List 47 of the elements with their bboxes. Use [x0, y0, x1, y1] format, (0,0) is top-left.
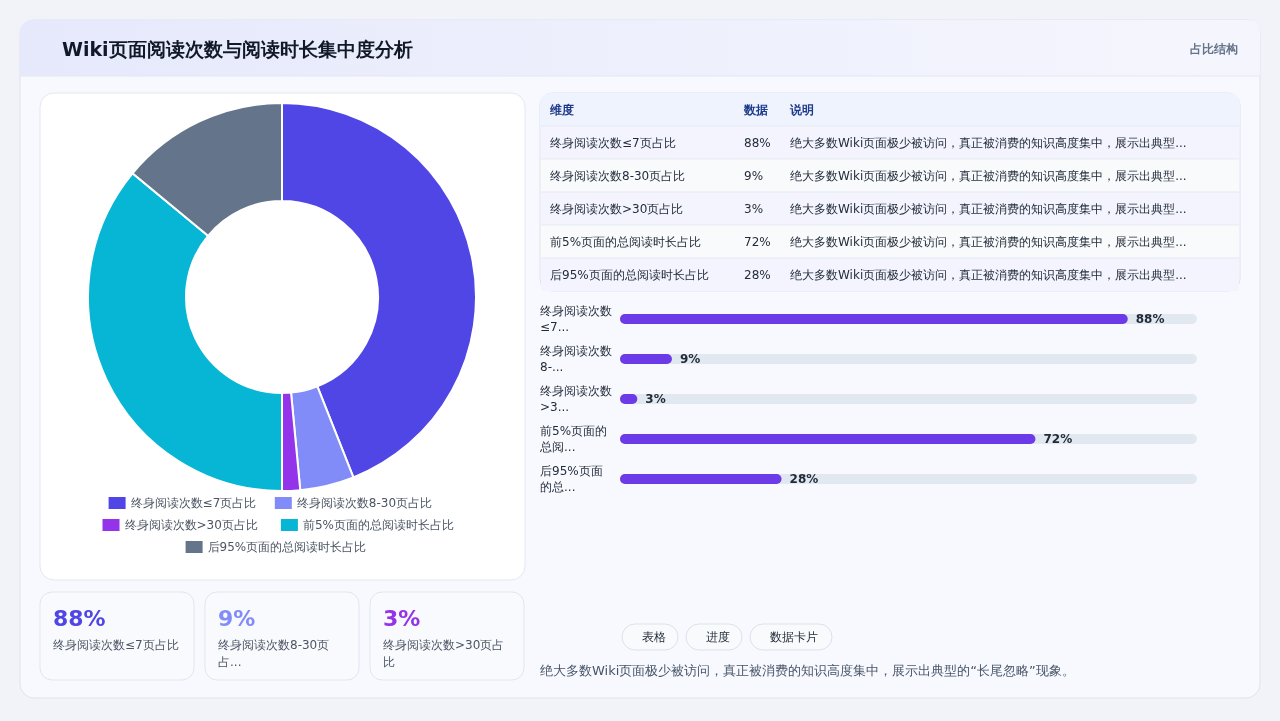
data-label: 72%: [1043, 432, 1073, 446]
y-tick-label: 终身阅读次数≤7...: [540, 304, 612, 334]
data-label: 9%: [679, 352, 701, 366]
text: 绝大多数Wiki页面极少被访问，真正被消费的知识高度集中，展示出典型...: [790, 235, 1187, 249]
text: 3%: [744, 202, 764, 216]
text: 88%: [53, 606, 106, 631]
legend-label: 终身阅读次数>30页占比: [124, 518, 258, 532]
text: Wiki页面阅读次数与阅读时长集中度分析: [62, 38, 413, 60]
text: 绝大多数Wiki页面极少被访问，真正被消费的知识高度集中，展示出典型...: [790, 136, 1187, 150]
category-label: 终身阅读次数≤7页占比: [53, 638, 179, 652]
data-label: 3%: [645, 392, 666, 406]
text: 72%: [744, 235, 771, 249]
category-label: 终身阅读次数>30页占比: [550, 202, 684, 216]
text: 9%: [744, 169, 764, 183]
y-tick-label: 终身阅读次数8-...: [540, 344, 612, 374]
text: 说明: [789, 103, 814, 117]
text: 绝大多数Wiki页面极少被访问，真正被消费的知识高度集中，展示出典型...: [790, 169, 1187, 183]
data-label: 28%: [789, 472, 819, 486]
category-label: 终身阅读次数≤7页占比: [550, 136, 676, 150]
category-label: 前5%页面的总阅读时长占比: [550, 235, 702, 249]
text: 绝大多数Wiki页面极少被访问，真正被消费的知识高度集中，展示出典型...: [790, 202, 1187, 216]
legend-label: 终身阅读次数≤7页占比: [130, 496, 257, 510]
y-tick-label: 终身阅读次数>3...: [540, 384, 612, 414]
legend-label: 前5%页面的总阅读时长占比: [302, 518, 454, 532]
text: 3%: [383, 606, 421, 631]
text: 维度: [549, 103, 574, 117]
y-tick-label: 前5%页面的总阅...: [539, 424, 608, 454]
text: 9%: [218, 606, 256, 631]
text: 数据: [743, 103, 768, 117]
legend-label: 终身阅读次数8-30页占比: [296, 496, 433, 510]
y-tick-label: 后95%页面的总...: [540, 464, 603, 494]
text: 绝大多数Wiki页面极少被访问，真正被消费的知识高度集中，展示出典型...: [790, 268, 1187, 282]
category-label: 终身阅读次数8-30页占比: [550, 169, 686, 183]
bar: [620, 354, 672, 364]
text: 数据卡片: [770, 630, 818, 644]
text: 88%: [744, 136, 771, 150]
category-label: 终身阅读次数8-30页占...: [218, 638, 330, 669]
text: 进度: [706, 630, 730, 644]
text: 28%: [744, 268, 771, 282]
data-label: 88%: [1135, 312, 1165, 326]
category-label: 终身阅读次数>30页占比: [383, 638, 505, 669]
bar: [620, 474, 782, 484]
text: 绝大多数Wiki页面极少被访问，真正被消费的知识高度集中，展示出典型的“长尾忽略”现象。: [540, 663, 1075, 678]
text: 占比结构: [1190, 42, 1238, 56]
category-label: 后95%页面的总阅读时长占比: [550, 268, 709, 282]
legend-label: 后95%页面的总阅读时长占比: [207, 540, 367, 554]
text: 表格: [642, 630, 666, 644]
